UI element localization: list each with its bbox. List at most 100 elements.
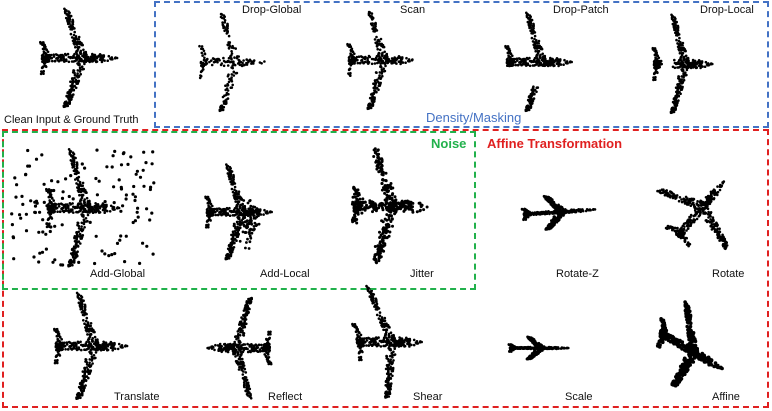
cloud-point	[75, 243, 78, 247]
cloud-point	[525, 15, 529, 19]
cloud-point	[250, 60, 253, 63]
cloud-point	[226, 64, 230, 67]
cloud-point	[232, 60, 235, 63]
cloud-point	[517, 57, 521, 60]
cloud-point	[79, 72, 82, 76]
cloud-point	[528, 20, 532, 23]
cloud-point	[232, 74, 236, 77]
cloud-drop-local	[651, 13, 714, 115]
cloud-point	[544, 63, 548, 67]
cloud-point	[391, 61, 394, 65]
cloud-point	[64, 209, 68, 212]
cloud-point	[350, 49, 354, 52]
cloud-point	[66, 104, 70, 108]
cloud-point	[201, 61, 205, 65]
cloud-point	[99, 56, 102, 59]
cloud-point	[67, 98, 71, 101]
cloud-point	[222, 64, 226, 68]
cloud-point	[65, 94, 68, 98]
cloud-point	[71, 80, 74, 83]
cloud-point	[77, 54, 81, 58]
cloud-point	[81, 181, 85, 185]
cloud-point	[538, 46, 541, 50]
cloud-point	[366, 57, 369, 60]
cloud-point	[227, 47, 231, 50]
cloud-point	[75, 75, 78, 78]
cloud-point	[681, 41, 685, 45]
cloud-point	[225, 98, 228, 101]
cloud-point	[39, 72, 43, 76]
cloud-point	[50, 56, 54, 60]
cloud-point	[79, 51, 82, 54]
cloud-point	[384, 58, 388, 61]
cloud-point	[558, 60, 561, 63]
cloud-point	[380, 44, 383, 48]
cloud-point	[71, 26, 75, 30]
cloud-point	[526, 105, 529, 108]
cloud-point	[378, 71, 382, 74]
cloud-point	[223, 19, 227, 22]
cloud-point	[358, 61, 362, 65]
cloud-point	[367, 13, 371, 17]
cloud-point	[74, 246, 77, 249]
cloud-point	[71, 87, 74, 91]
cloud-point	[232, 63, 235, 66]
cloud-point	[202, 58, 206, 62]
cloud-point	[218, 108, 222, 112]
cloud-point	[219, 15, 223, 19]
cloud-point	[370, 62, 374, 66]
cloud-point	[682, 46, 685, 50]
cloud-point	[531, 24, 535, 28]
cloud-point	[71, 263, 74, 267]
cloud-point	[83, 62, 86, 66]
cloud-point	[68, 153, 72, 156]
cloud-point	[672, 26, 676, 30]
cloud-point	[70, 248, 74, 252]
cloud-point	[200, 51, 204, 55]
cloud-point	[670, 17, 674, 21]
cloud-point	[63, 7, 66, 11]
cloud-point	[655, 51, 658, 54]
cloud-point	[208, 60, 211, 64]
cloud-point	[223, 21, 227, 24]
cloud-point	[535, 55, 538, 58]
cloud-point	[52, 53, 55, 56]
cloud-point	[242, 64, 245, 67]
cloud-point	[569, 60, 572, 63]
cloud-point	[75, 206, 79, 209]
cloud-point	[80, 237, 83, 240]
cloud-point	[220, 105, 223, 108]
cloud-point	[348, 68, 351, 71]
cloud-point	[74, 156, 77, 160]
cloud-point	[42, 72, 45, 75]
cloud-point	[100, 59, 104, 62]
cloud-point	[204, 63, 207, 66]
cloud-point	[672, 110, 676, 114]
cloud-point	[507, 47, 510, 50]
cloud-point	[225, 87, 229, 90]
cloud-point	[526, 57, 530, 61]
cloud-point	[227, 34, 231, 38]
cloud-point	[676, 32, 680, 36]
cloud-point	[41, 66, 44, 69]
cloud-point	[522, 62, 525, 66]
cloud-point	[504, 46, 508, 49]
cloud-point	[549, 64, 552, 67]
cloud-point	[540, 47, 543, 50]
cloud-point	[653, 72, 656, 75]
cloud-point	[527, 24, 531, 28]
cloud-point	[553, 64, 556, 67]
cloud-point	[64, 9, 68, 13]
cloud-point	[74, 35, 78, 38]
cloud-point	[71, 166, 74, 169]
cloud-point	[537, 39, 541, 43]
cloud-point	[221, 95, 225, 99]
cloud-point	[384, 56, 388, 59]
cloud-point	[64, 11, 67, 15]
cloud-point	[538, 63, 541, 67]
cloud-point	[675, 30, 678, 33]
cloud-point	[89, 57, 92, 61]
cloud-point	[80, 65, 84, 68]
cloud-point	[682, 74, 686, 78]
